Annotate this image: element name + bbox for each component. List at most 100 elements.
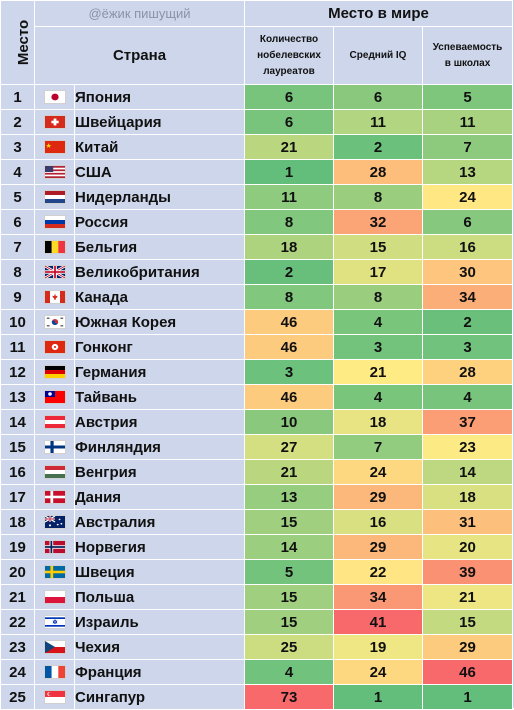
school-rank-cell: 4	[422, 384, 514, 410]
country-column-header: Страна	[33, 26, 246, 85]
rank-cell: 7	[0, 234, 35, 260]
belgium-flag-icon	[43, 239, 66, 254]
iq-rank-cell: 4	[333, 309, 424, 335]
iq-rank-cell: 24	[333, 659, 424, 685]
table-row: 5 Нидерланды 11 8 24	[0, 184, 514, 210]
iq-rank-cell: 17	[333, 259, 424, 285]
iq-rank-cell: 29	[333, 484, 424, 510]
hong-kong-flag-icon	[43, 339, 66, 354]
iq-rank-cell: 16	[333, 509, 424, 535]
nobel-rank-cell: 18	[244, 234, 335, 260]
iq-header-line: Средний IQ	[349, 49, 407, 61]
flag-cell	[34, 334, 75, 360]
rank-cell: 17	[0, 484, 35, 510]
iq-rank-cell: 6	[333, 84, 424, 110]
flag-cell	[34, 84, 75, 110]
country-name: Венгрия	[73, 459, 246, 485]
rank-cell: 18	[0, 509, 35, 535]
iq-rank-cell: 8	[333, 184, 424, 210]
rank-cell: 14	[0, 409, 35, 435]
iq-rank-cell: 2	[333, 134, 424, 160]
flag-cell	[34, 684, 75, 710]
rank-cell: 5	[0, 184, 35, 210]
table-row: 7 Бельгия 18 15 16	[0, 234, 514, 260]
nobel-rank-cell: 6	[244, 109, 335, 135]
country-name: Дания	[73, 484, 246, 510]
czechia-flag-icon	[43, 639, 66, 654]
country-name: Япония	[73, 84, 246, 110]
flag-cell	[34, 659, 75, 685]
flag-cell	[34, 159, 75, 185]
iq-rank-cell: 18	[333, 409, 424, 435]
iq-rank-cell: 41	[333, 609, 424, 635]
table-row: 3 Китай 21 2 7	[0, 134, 514, 160]
country-name: Канада	[73, 284, 246, 310]
school-rank-cell: 5	[422, 84, 514, 110]
table-row: 23 Чехия 25 19 29	[0, 634, 514, 660]
rank-cell: 1	[0, 84, 35, 110]
finland-flag-icon	[43, 439, 66, 454]
nobel-column-header: Количество нобелевских лауреатов	[244, 26, 335, 85]
nobel-rank-cell: 46	[244, 334, 335, 360]
country-name: Гонконг	[73, 334, 246, 360]
rank-cell: 8	[0, 259, 35, 285]
iq-rank-cell: 7	[333, 434, 424, 460]
country-name: США	[73, 159, 246, 185]
nobel-rank-cell: 21	[244, 459, 335, 485]
table-row: 25 Сингапур 73 1 1	[0, 684, 514, 710]
school-header-line: в школах	[444, 57, 491, 69]
table-row: 11 Гонконг 46 3 3	[0, 334, 514, 360]
sweden-flag-icon	[43, 564, 66, 579]
flag-cell	[34, 284, 75, 310]
flag-cell	[34, 484, 75, 510]
school-rank-cell: 23	[422, 434, 514, 460]
school-rank-cell: 37	[422, 409, 514, 435]
nobel-rank-cell: 15	[244, 584, 335, 610]
nobel-rank-cell: 1	[244, 159, 335, 185]
country-name: Великобритания	[73, 259, 246, 285]
school-rank-cell: 20	[422, 534, 514, 560]
rank-cell: 6	[0, 209, 35, 235]
flag-cell	[34, 384, 75, 410]
table-row: 8 Великобритания 2 17 30	[0, 259, 514, 285]
country-name: Тайвань	[73, 384, 246, 410]
australia-flag-icon	[43, 514, 66, 529]
nobel-header-line: лауреатов	[263, 65, 315, 77]
uk-flag-icon	[43, 264, 66, 279]
table-row: 17 Дания 13 29 18	[0, 484, 514, 510]
nobel-rank-cell: 15	[244, 609, 335, 635]
rank-cell: 2	[0, 109, 35, 135]
nobel-rank-cell: 4	[244, 659, 335, 685]
nobel-rank-cell: 15	[244, 509, 335, 535]
country-name: Нидерланды	[73, 184, 246, 210]
place-header-label: Место	[15, 19, 33, 66]
country-name: Россия	[73, 209, 246, 235]
table-row: 1 Япония 6 6 5	[0, 84, 514, 110]
austria-flag-icon	[43, 414, 66, 429]
school-rank-cell: 46	[422, 659, 514, 685]
school-rank-cell: 39	[422, 559, 514, 585]
rank-cell: 21	[0, 584, 35, 610]
school-rank-cell: 24	[422, 184, 514, 210]
rank-cell: 12	[0, 359, 35, 385]
israel-flag-icon	[43, 614, 66, 629]
table-row: 20 Швеция 5 22 39	[0, 559, 514, 585]
table-row: 12 Германия 3 21 28	[0, 359, 514, 385]
table-row: 22 Израиль 15 41 15	[0, 609, 514, 635]
table-row: 13 Тайвань 46 4 4	[0, 384, 514, 410]
rank-cell: 3	[0, 134, 35, 160]
country-name: Швеция	[73, 559, 246, 585]
rank-cell: 19	[0, 534, 35, 560]
iq-rank-cell: 4	[333, 384, 424, 410]
school-rank-cell: 14	[422, 459, 514, 485]
flag-cell	[34, 634, 75, 660]
rank-cell: 9	[0, 284, 35, 310]
flag-cell	[34, 459, 75, 485]
rank-cell: 15	[0, 434, 35, 460]
school-rank-cell: 16	[422, 234, 514, 260]
nobel-rank-cell: 11	[244, 184, 335, 210]
switzerland-flag-icon	[43, 114, 66, 129]
watermark: @ёжик пишущий	[33, 0, 246, 27]
school-rank-cell: 34	[422, 284, 514, 310]
